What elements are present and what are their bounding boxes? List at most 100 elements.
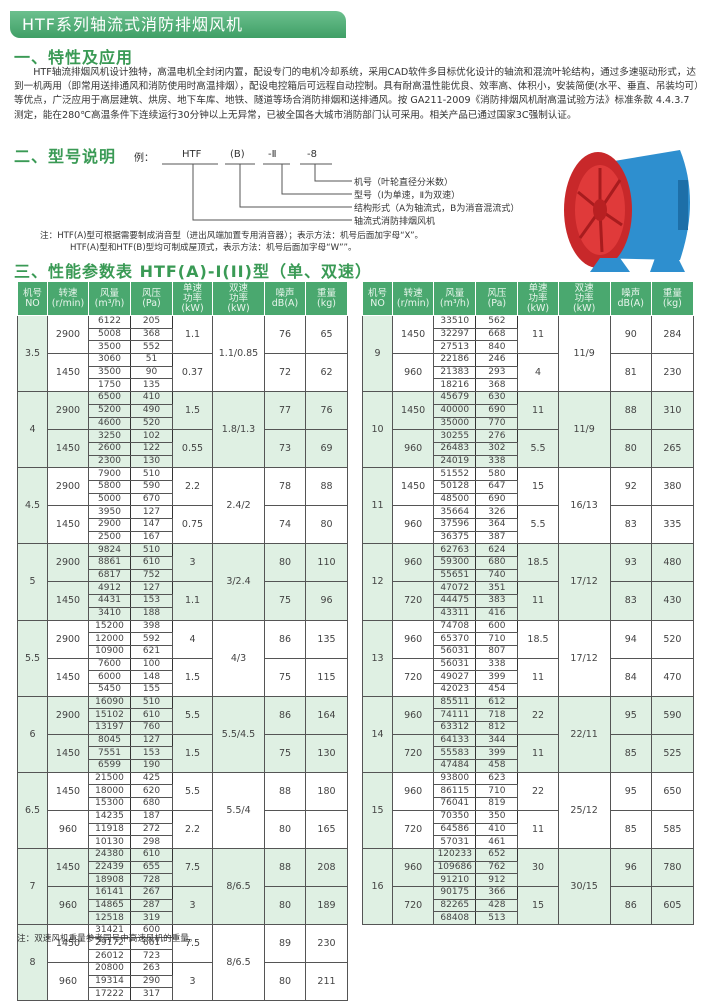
- page-title: HTF系列轴流式消防排烟风机: [10, 11, 346, 38]
- pressure-cell: 690: [475, 403, 519, 418]
- pressure-cell: 350: [475, 809, 519, 824]
- speed-cell: 1450: [47, 429, 89, 469]
- table-row: 14 960 85511 612 22 22/11 95 590: [361, 695, 695, 773]
- fan-number: 16: [361, 847, 394, 926]
- weight-cell: 520: [650, 619, 695, 659]
- pressure-cell: 670: [130, 492, 173, 507]
- pressure-cell: 368: [475, 378, 519, 393]
- table-row: 1450 7600 100 1.5 75 115: [18, 657, 348, 697]
- pressure-cell: 590: [130, 479, 173, 494]
- speed-cell: 960: [392, 505, 435, 545]
- airflow-cell: 35664: [433, 505, 477, 519]
- single-speed-power-cell: 1.1: [172, 581, 213, 621]
- weight-cell: 96: [305, 581, 348, 621]
- airflow-cell: 7600: [88, 657, 131, 672]
- airflow-cell: 55651: [433, 568, 477, 583]
- airflow-cell: 2900: [88, 518, 131, 532]
- airflow-cell: 70350: [433, 809, 477, 824]
- single-speed-power-cell: 1.5: [172, 733, 213, 773]
- table-row: 720 56031 338 11 84 470: [363, 657, 695, 697]
- model-part-series: HTF: [182, 149, 202, 160]
- airflow-cell: 3250: [88, 429, 131, 443]
- weight-cell: 380: [650, 467, 695, 507]
- performance-table-left: 机号 NO 转速 (r/min) 风量 (m³/h) 风压 (Pa) 单速 功率 (kW…: [17, 281, 348, 1001]
- airflow-cell: 57031: [433, 835, 477, 849]
- pressure-cell: 723: [130, 949, 173, 964]
- speed-cell: 1450: [47, 353, 89, 393]
- airflow-cell: 12000: [88, 632, 131, 646]
- airflow-cell: 33510: [433, 315, 477, 329]
- speed-cell: 960: [47, 809, 89, 849]
- weight-cell: 80: [305, 505, 348, 545]
- weight-cell: 180: [305, 771, 348, 811]
- airflow-cell: 2300: [88, 454, 131, 469]
- weight-cell: 115: [305, 657, 348, 697]
- dual-speed-power-cell: 5.5/4.5: [212, 695, 265, 773]
- pressure-cell: 399: [475, 670, 519, 684]
- pressure-cell: 148: [130, 670, 173, 684]
- fan-number: 5: [17, 543, 48, 621]
- weight-cell: 525: [650, 733, 695, 773]
- noise-cell: 90: [609, 314, 652, 355]
- single-speed-power-cell: 22: [517, 695, 559, 735]
- table-row: 10 1450 45679 630 11 11/9 88 310: [361, 391, 695, 469]
- pressure-cell: 580: [475, 467, 519, 481]
- pressure-cell: 127: [130, 581, 173, 596]
- pressure-cell: 592: [130, 632, 173, 646]
- pressure-cell: 267: [130, 885, 173, 900]
- pressure-cell: 652: [475, 847, 519, 862]
- pressure-cell: 147: [130, 518, 173, 532]
- column-header: 双速 功率 (kW): [557, 281, 611, 316]
- noise-cell: 96: [609, 847, 652, 887]
- table-row: 1450 3060 51 0.37 72 62: [18, 353, 348, 393]
- table-row: 3410 188: [18, 606, 348, 621]
- section-heading-performance: 三、性能参数表 HTF(A)-I(II)型（单、双速）: [14, 262, 372, 281]
- table-row: 35000 770: [363, 416, 694, 431]
- pressure-cell: 188: [130, 606, 173, 621]
- single-speed-power-cell: 3: [172, 962, 213, 1001]
- column-header: 噪声 dB(A): [264, 281, 306, 316]
- airflow-cell: 56031: [433, 657, 477, 672]
- table-row: 82265 428: [363, 898, 694, 913]
- airflow-cell: 5450: [88, 682, 131, 697]
- single-speed-power-cell: 4: [172, 619, 213, 659]
- single-speed-power-cell: 11: [517, 581, 559, 621]
- airflow-cell: 47484: [433, 759, 477, 773]
- pressure-cell: 710: [475, 784, 519, 799]
- single-speed-power-cell: 5.5: [172, 771, 213, 811]
- weight-cell: 135: [305, 619, 348, 659]
- pressure-cell: 647: [475, 479, 519, 494]
- table-row: 7551 153: [18, 746, 348, 761]
- fan-number: 9: [361, 314, 394, 393]
- airflow-cell: 17222: [88, 987, 131, 1001]
- weight-cell: 470: [650, 657, 695, 697]
- pressure-cell: 364: [475, 518, 519, 532]
- table-row: 1450 3250 102 0.55 73 69: [18, 429, 348, 469]
- pressure-cell: 187: [130, 809, 173, 824]
- single-speed-power-cell: 11: [517, 314, 559, 355]
- speed-cell: 960: [392, 353, 435, 393]
- pressure-cell: 298: [130, 835, 173, 849]
- dual-speed-power-cell: 8/6.5: [212, 847, 265, 926]
- pressure-cell: 416: [475, 606, 519, 621]
- table-row: 68408 513: [363, 911, 694, 925]
- column-header: 风量 (m³/h): [88, 281, 131, 316]
- weight-cell: 76: [305, 391, 348, 431]
- noise-cell: 88: [609, 391, 652, 431]
- table-row: 55651 740: [363, 568, 694, 583]
- airflow-cell: 13197: [88, 721, 131, 735]
- airflow-cell: 120233: [433, 847, 477, 862]
- speed-cell: 2900: [47, 467, 89, 507]
- airflow-cell: 3410: [88, 606, 131, 621]
- airflow-cell: 82265: [433, 898, 477, 913]
- speed-cell: 1450: [47, 657, 89, 697]
- pressure-cell: 718: [475, 708, 519, 722]
- airflow-cell: 59300: [433, 556, 477, 570]
- single-speed-power-cell: 5.5: [517, 429, 559, 469]
- pressure-cell: 819: [475, 797, 519, 811]
- speed-cell: 960: [392, 771, 435, 811]
- single-speed-power-cell: 7.5: [172, 847, 213, 887]
- fan-number: 6: [17, 695, 48, 773]
- noise-cell: 77: [264, 391, 306, 431]
- pressure-cell: 366: [475, 885, 519, 900]
